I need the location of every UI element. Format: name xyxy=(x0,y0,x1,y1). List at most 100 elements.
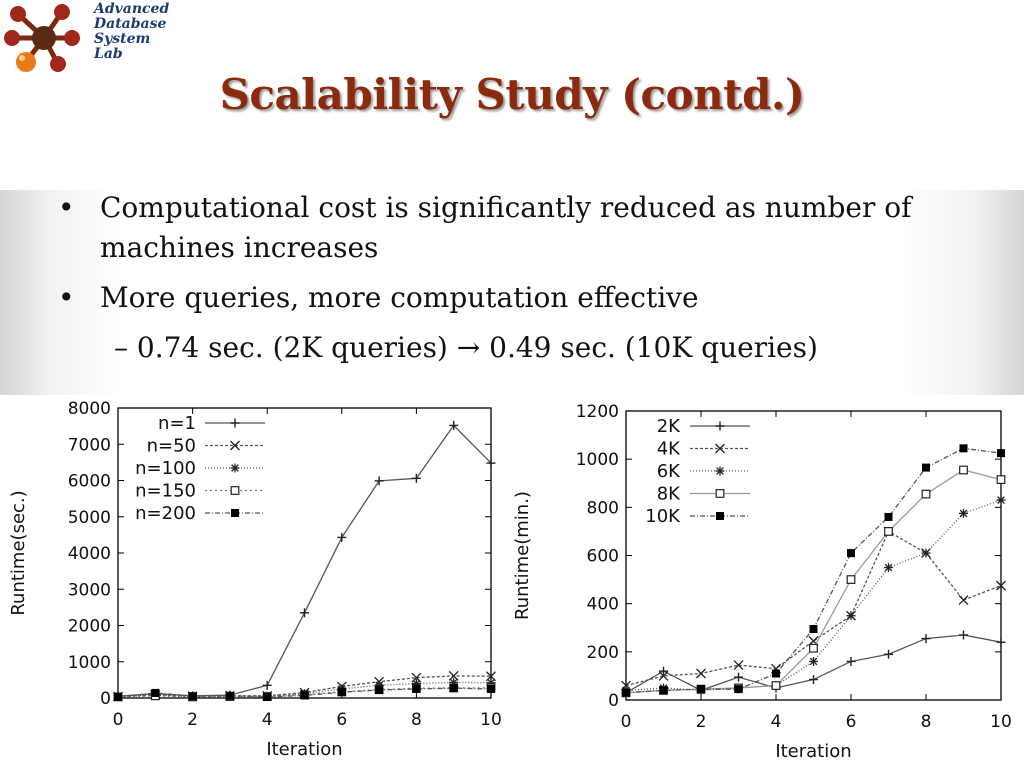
y-tick-label: 1000 xyxy=(68,653,111,673)
data-point-square-open xyxy=(715,489,725,498)
y-tick-label: 7000 xyxy=(68,435,111,455)
slide-title: Scalability Study (contd.) xyxy=(219,70,805,119)
x-tick-label: 8 xyxy=(411,710,422,730)
data-point-square-open xyxy=(230,486,240,495)
data-point-plus xyxy=(846,656,856,666)
data-point-star xyxy=(846,611,856,621)
x-tick-label: 0 xyxy=(113,710,124,730)
bullet-dot-icon: • xyxy=(58,281,75,314)
background-band xyxy=(0,190,1024,395)
data-point-plus xyxy=(230,418,240,428)
data-point-star xyxy=(959,508,968,518)
arrow-icon: → xyxy=(456,331,481,364)
molecule-icon xyxy=(4,4,80,72)
data-point-square xyxy=(922,463,930,472)
x-tick-label: 4 xyxy=(771,712,782,732)
data-point-square xyxy=(375,686,384,695)
x-tick-label: 6 xyxy=(336,710,347,730)
y-axis-label: Runtime(min.) xyxy=(512,491,533,620)
sub-bullet-left: 0.74 sec. (2K queries) xyxy=(136,331,448,364)
data-point-square xyxy=(884,512,893,521)
data-point-x xyxy=(658,670,669,681)
logo-line: Advanced xyxy=(94,1,170,17)
x-tick-label: 10 xyxy=(990,712,1012,732)
x-tick-label: 6 xyxy=(846,712,857,732)
data-point-square-open xyxy=(959,465,968,475)
data-point-square xyxy=(263,692,272,701)
data-point-x xyxy=(958,595,969,606)
y-tick-label: 8000 xyxy=(68,399,111,419)
y-tick-label: 0 xyxy=(608,691,619,711)
data-point-star xyxy=(230,463,240,473)
data-point-square xyxy=(809,624,818,633)
y-tick-label: 4000 xyxy=(68,544,111,564)
y-tick-label: 600 xyxy=(587,547,619,567)
data-point-plus xyxy=(921,634,931,644)
x-tick-label: 0 xyxy=(621,712,632,732)
data-point-square-open xyxy=(921,489,931,499)
y-tick-label: 0 xyxy=(100,689,111,709)
series-line xyxy=(117,687,492,698)
x-tick-label: 2 xyxy=(187,710,198,730)
x-axis-label: Iteration xyxy=(775,741,851,762)
data-point-square xyxy=(659,686,668,695)
logo-line: System xyxy=(94,31,151,47)
data-point-square xyxy=(188,692,197,701)
data-point-square-open xyxy=(771,681,781,690)
bullet-item: • Computational cost is significantly re… xyxy=(58,188,978,268)
runtime-vs-iteration-chart-machines: 0 1000 2000 3000 4000 5000 6000 7000 8000 0 2 4 6 8 10… xyxy=(8,399,502,760)
legend-label: 8K xyxy=(657,484,681,505)
bullet-dot-icon: • xyxy=(58,191,75,224)
bullet-text: More queries, more computation effective xyxy=(100,281,699,314)
sub-bullet-dash: – xyxy=(114,331,128,364)
legend-label: n=100 xyxy=(135,458,196,479)
data-point-square xyxy=(487,684,495,693)
data-point-star xyxy=(996,495,1006,505)
x-tick-label: 2 xyxy=(696,712,707,732)
data-point-square-open xyxy=(996,475,1006,485)
data-point-plus xyxy=(659,666,668,676)
data-point-x xyxy=(733,660,744,671)
y-tick-label: 1000 xyxy=(576,450,619,470)
data-point-square xyxy=(959,444,968,453)
data-point-star xyxy=(715,466,725,476)
y-tick-label: 3000 xyxy=(68,580,111,600)
sub-bullet-item: – 0.74 sec. (2K queries) → 0.49 sec. (10… xyxy=(58,328,978,368)
data-point-square xyxy=(716,512,724,520)
data-point-square xyxy=(151,688,160,697)
data-point-plus xyxy=(374,476,384,486)
logo-line: Lab xyxy=(94,46,123,62)
series-10K xyxy=(622,444,1005,697)
x-tick-label: 4 xyxy=(262,710,273,730)
legend-label: n=200 xyxy=(135,503,196,524)
data-point-square xyxy=(772,669,780,678)
y-tick-label: 5000 xyxy=(68,508,111,528)
data-point-plus xyxy=(300,608,309,618)
data-point-plus xyxy=(884,649,893,659)
legend-label: 4K xyxy=(657,439,681,460)
data-point-x xyxy=(996,580,1006,591)
data-point-square xyxy=(449,684,458,693)
logo-text: Advanced Database System Lab xyxy=(94,2,169,62)
x-tick-label: 10 xyxy=(480,710,502,730)
data-point-square-open xyxy=(884,527,893,536)
data-point-square-open xyxy=(809,643,818,653)
logo-line: Database xyxy=(94,16,167,32)
data-point-square xyxy=(697,685,705,694)
data-point-square xyxy=(231,509,239,517)
data-point-star xyxy=(809,656,818,666)
data-point-square xyxy=(337,688,346,697)
data-point-square xyxy=(734,685,743,694)
legend-label: 10K xyxy=(645,506,681,527)
data-point-square xyxy=(997,449,1005,458)
data-point-square xyxy=(622,688,630,697)
data-point-square xyxy=(225,691,234,700)
data-point-square xyxy=(300,691,309,700)
plot-frame xyxy=(625,410,1002,701)
legend-label: 2K xyxy=(657,416,681,437)
data-point-star xyxy=(921,548,931,558)
data-point-x xyxy=(696,668,706,679)
data-point-square xyxy=(114,692,122,701)
x-tick-label: 8 xyxy=(921,712,932,732)
